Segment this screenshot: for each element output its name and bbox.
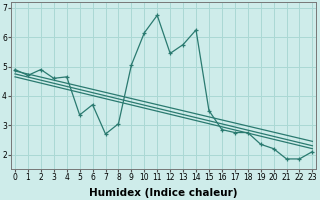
- X-axis label: Humidex (Indice chaleur): Humidex (Indice chaleur): [90, 188, 238, 198]
